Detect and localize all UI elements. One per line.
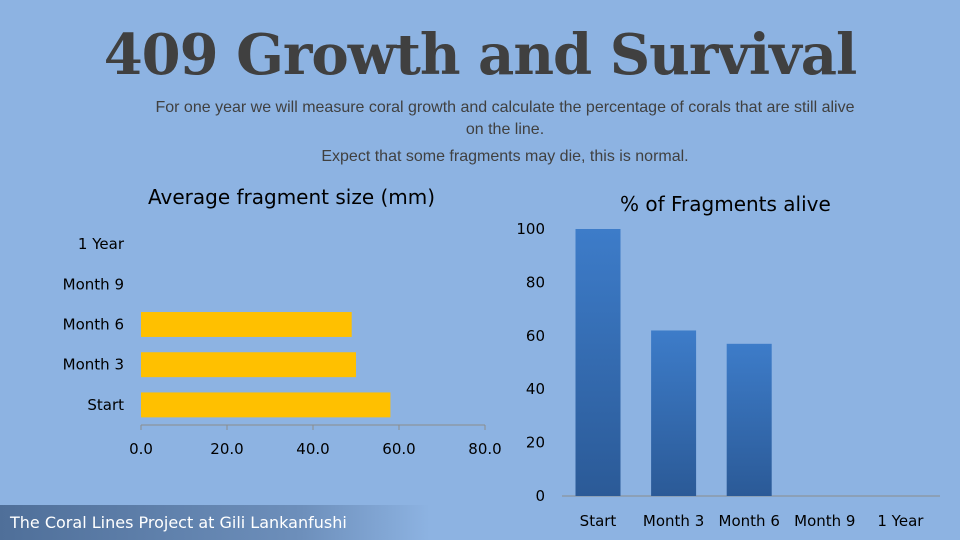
survival-category-label-1-year: 1 Year [877, 512, 924, 530]
survival-category-label-month-6: Month 6 [719, 512, 780, 530]
size-category-label-1-year: 1 Year [78, 235, 125, 253]
survival-y-tick-label: 100 [516, 220, 545, 238]
size-x-tick-label: 80.0 [468, 440, 501, 458]
subtitle-line-2: Expect that some fragments may die, this… [321, 148, 689, 165]
slide-title: 409 Growth and Survival [103, 22, 858, 88]
size-category-label-start: Start [87, 396, 124, 414]
size-bar-start [141, 392, 391, 418]
survival-column-start [575, 229, 621, 496]
size-x-tick-label: 20.0 [210, 440, 243, 458]
size-category-label-month-9: Month 9 [63, 275, 124, 293]
size-chart: 0.0 20.0 40.0 60.0 80.0 Start Month 3 Month 6 Mo… [63, 235, 502, 458]
subtitle-line-1: For one year we will measure coral growt… [155, 99, 855, 138]
survival-chart-title: % of Fragments alive [620, 192, 831, 216]
size-chart-title: Average fragment size (mm) [148, 185, 436, 209]
survival-category-label-start: Start [580, 512, 617, 530]
size-x-tick-label: 40.0 [296, 440, 329, 458]
size-bar-month-6 [141, 312, 352, 337]
survival-y-tick-label: 0 [535, 487, 545, 505]
survival-column-month-6 [726, 343, 772, 496]
survival-column-month-3 [651, 330, 697, 496]
footer-band: The Coral Lines Project at Gili Lankanfu… [0, 505, 430, 540]
size-bar-month-3 [141, 352, 356, 378]
size-category-label-month-6: Month 6 [63, 316, 124, 334]
survival-y-tick-label: 40 [526, 380, 545, 398]
survival-category-label-month-3: Month 3 [643, 512, 704, 530]
size-x-tick-label: 0.0 [129, 440, 153, 458]
size-category-label-month-3: Month 3 [63, 356, 124, 374]
survival-y-tick-label: 80 [526, 273, 545, 291]
footer-text: The Coral Lines Project at Gili Lankanfu… [10, 513, 347, 532]
survival-y-tick-label: 60 [526, 327, 545, 345]
survival-category-label-month-9: Month 9 [794, 512, 855, 530]
size-x-tick-label: 60.0 [382, 440, 415, 458]
survival-chart: 0 20 40 60 80 100 Start Month 3 Month 6 Month 9 1 … [516, 220, 940, 530]
survival-y-tick-label: 20 [526, 434, 545, 452]
